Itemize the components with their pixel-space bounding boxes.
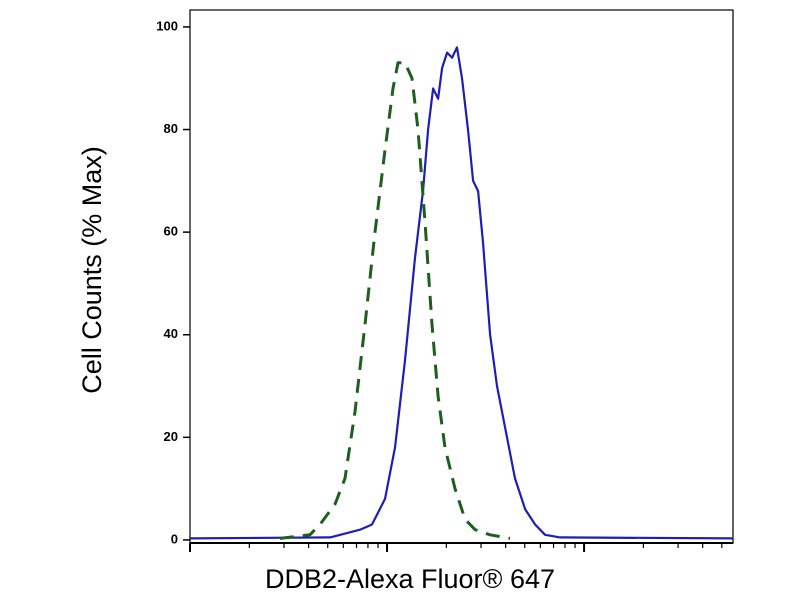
x-axis-title: DDB2-Alexa Fluor® 647 (265, 564, 555, 594)
y-tick-label: 80 (164, 121, 178, 136)
histogram-line (189, 46, 734, 540)
y-axis-title: Cell Counts (% Max) (77, 146, 107, 394)
y-tick-label: 40 (164, 326, 178, 341)
y-tick-label: 20 (164, 429, 178, 444)
histogram-line (279, 61, 511, 540)
y-tick-label: 100 (156, 18, 178, 33)
plot-frame (189, 9, 734, 544)
y-tick-label: 0 (171, 531, 178, 546)
y-tick-label: 60 (164, 224, 178, 239)
